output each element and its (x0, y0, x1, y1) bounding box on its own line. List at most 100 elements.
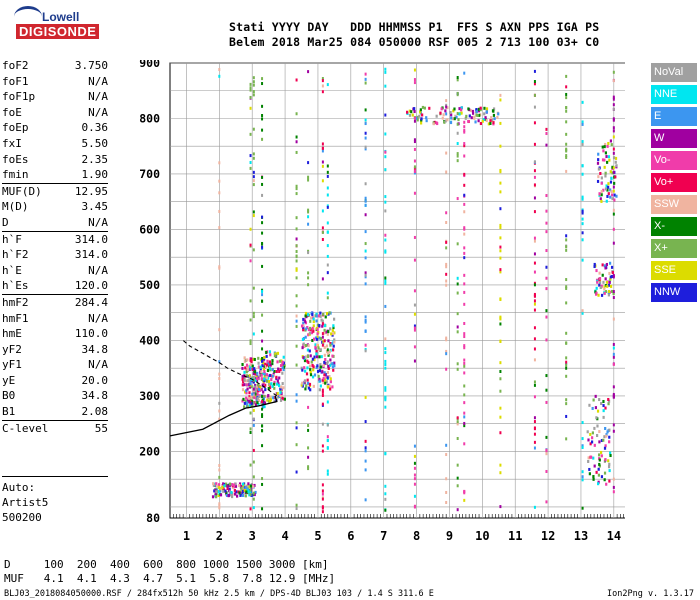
echo-point (609, 180, 613, 184)
echo-point (545, 265, 548, 269)
echo-point (274, 352, 277, 356)
auto-version: 500200 (2, 511, 42, 524)
echo-point (321, 90, 324, 94)
echo-point (328, 311, 331, 315)
echo-point (599, 450, 603, 454)
echo-point (445, 500, 448, 504)
echo-point (321, 489, 324, 493)
echo-point (243, 359, 247, 363)
echo-point (232, 483, 235, 487)
echo-point (295, 324, 298, 328)
echo-point (595, 434, 599, 438)
echo-point (252, 485, 255, 489)
echo-point (261, 114, 264, 118)
echo-point (268, 350, 272, 354)
echo-point (604, 277, 607, 281)
echo-point (565, 366, 568, 370)
echo-point (280, 397, 283, 401)
echo-point (600, 293, 604, 297)
echo-point (238, 491, 241, 495)
echo-point (364, 256, 367, 260)
echo-point (249, 342, 252, 346)
echo-point (607, 182, 610, 186)
echo-point (256, 399, 259, 403)
echo-point (225, 482, 228, 486)
echo-point (612, 317, 615, 321)
echo-point (364, 329, 367, 333)
echo-point (413, 324, 416, 328)
echo-point (600, 193, 603, 197)
echo-point (445, 240, 448, 244)
echo-point (318, 377, 321, 381)
echo-point (605, 482, 608, 486)
echo-point (499, 471, 502, 475)
echo-point (499, 431, 502, 435)
echo-point (241, 492, 244, 496)
echo-point (234, 482, 237, 486)
echo-point (248, 403, 251, 407)
param-label: MUF(D) (2, 184, 42, 198)
echo-point (607, 283, 610, 287)
echo-point (364, 118, 367, 122)
echo-point (233, 488, 236, 492)
echo-point (222, 489, 225, 493)
echo-point (325, 344, 329, 348)
echo-point (302, 317, 305, 321)
echo-point (413, 159, 416, 163)
echo-point (321, 79, 324, 83)
echo-point (499, 406, 502, 410)
legend-item: SSW (651, 195, 697, 214)
echo-point (384, 279, 387, 283)
echo-point (247, 365, 250, 369)
echo-point (413, 473, 416, 477)
echo-point (413, 140, 416, 144)
echo-point (252, 183, 255, 187)
echo-point (612, 70, 615, 74)
echo-point (268, 395, 272, 399)
echo-point (364, 420, 367, 424)
echo-point (604, 187, 608, 191)
echo-point (596, 409, 600, 413)
echo-point (248, 391, 251, 395)
echo-point (329, 327, 332, 331)
echo-point (445, 105, 448, 109)
echo-point (249, 493, 252, 497)
echo-point (326, 435, 329, 439)
echo-point (597, 480, 600, 484)
echo-point (280, 359, 283, 363)
echo-point (609, 195, 612, 199)
echo-point (384, 508, 387, 512)
echo-point (218, 475, 221, 479)
echo-point (315, 352, 318, 356)
echo-point (295, 268, 298, 272)
echo-point (456, 463, 459, 467)
echo-point (326, 352, 329, 356)
echo-point (499, 369, 502, 373)
echo-point (302, 342, 305, 346)
echo-point (282, 386, 285, 390)
echo-point (267, 399, 271, 403)
echo-point (278, 369, 281, 373)
echo-point (364, 199, 367, 203)
param-label: foF1 (2, 74, 29, 88)
echo-point (329, 342, 332, 346)
echo-point (428, 106, 431, 110)
echo-point (364, 349, 367, 353)
echo-point (295, 304, 298, 308)
echo-point (282, 368, 285, 372)
legend-item: Vo- (651, 151, 697, 170)
echo-point (413, 138, 416, 142)
echo-point (271, 362, 274, 366)
echo-point (326, 83, 329, 87)
echo-point (456, 367, 459, 371)
echo-point (463, 321, 466, 325)
echo-point (586, 430, 589, 434)
echo-point (304, 314, 307, 318)
echo-point (499, 144, 502, 148)
param-value: 1.90 (81, 168, 109, 182)
echo-point (611, 193, 614, 197)
echo-point (323, 373, 326, 377)
echo-point (607, 293, 610, 297)
echo-point (384, 276, 387, 280)
echo-point (332, 348, 335, 352)
